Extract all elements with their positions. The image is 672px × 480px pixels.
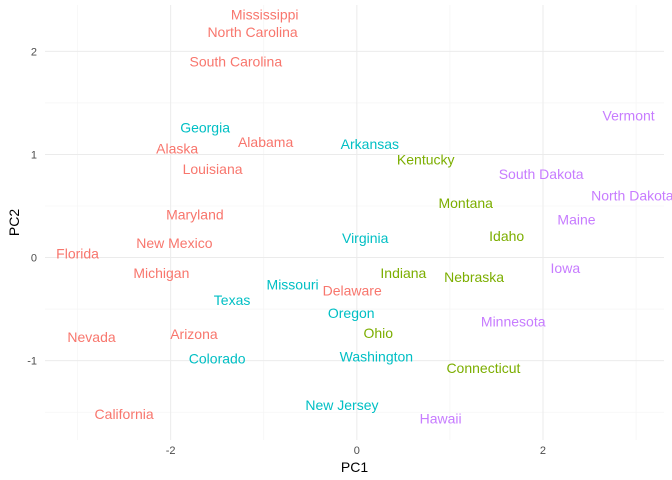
point-label: Iowa — [551, 260, 581, 276]
grid-layer — [45, 5, 664, 440]
point-label: Arizona — [170, 326, 218, 342]
point-label: Connecticut — [446, 360, 520, 376]
x-tick-label: -2 — [166, 445, 176, 457]
point-label: Kentucky — [397, 152, 455, 168]
point-label: Florida — [56, 245, 99, 261]
x-axis-title: PC1 — [341, 459, 368, 475]
point-label: Nevada — [67, 329, 115, 345]
point-label: Indiana — [380, 265, 426, 281]
point-label: Maine — [557, 211, 595, 227]
y-tick-label: 1 — [31, 149, 37, 161]
point-label: Maryland — [166, 206, 224, 222]
point-label: Hawaii — [420, 410, 462, 426]
point-label: Oregon — [328, 305, 375, 321]
point-label: Montana — [438, 195, 493, 211]
point-label: Louisiana — [183, 161, 243, 177]
point-label: Colorado — [189, 351, 246, 367]
point-label: Delaware — [323, 283, 382, 299]
point-label: Alaska — [156, 140, 198, 156]
x-tick-label: 2 — [540, 445, 546, 457]
point-label: Ohio — [363, 325, 393, 341]
point-label: Texas — [214, 292, 251, 308]
y-tick-label: 0 — [31, 253, 37, 265]
point-label: Nebraska — [444, 269, 504, 285]
tick-layer: -2 0 2 -1 0 1 2 — [27, 46, 546, 457]
point-label: New Jersey — [305, 397, 378, 413]
point-label-layer: Mississippi North Carolina South Carolina A… — [56, 6, 672, 426]
point-label: Idaho — [489, 228, 524, 244]
point-label: New Mexico — [136, 235, 212, 251]
y-tick-label: 2 — [31, 46, 37, 58]
point-label: Minnesota — [481, 313, 546, 329]
point-label: Missouri — [267, 276, 319, 292]
point-label: Washington — [340, 349, 413, 365]
y-tick-label: -1 — [27, 356, 37, 368]
point-label: North Dakota — [591, 188, 672, 204]
point-label: Michigan — [133, 265, 189, 281]
y-axis-title: PC2 — [6, 209, 22, 236]
point-label: Alabama — [238, 134, 293, 150]
point-label: Arkansas — [341, 136, 399, 152]
point-label: Vermont — [603, 107, 655, 123]
point-label: North Carolina — [207, 24, 297, 40]
point-label: Georgia — [180, 120, 230, 136]
point-label: Mississippi — [231, 6, 299, 22]
point-label: South Dakota — [499, 166, 584, 182]
point-label: Virginia — [342, 230, 389, 246]
point-label: South Carolina — [190, 54, 283, 70]
x-tick-label: 0 — [354, 445, 360, 457]
point-label: California — [95, 406, 154, 422]
